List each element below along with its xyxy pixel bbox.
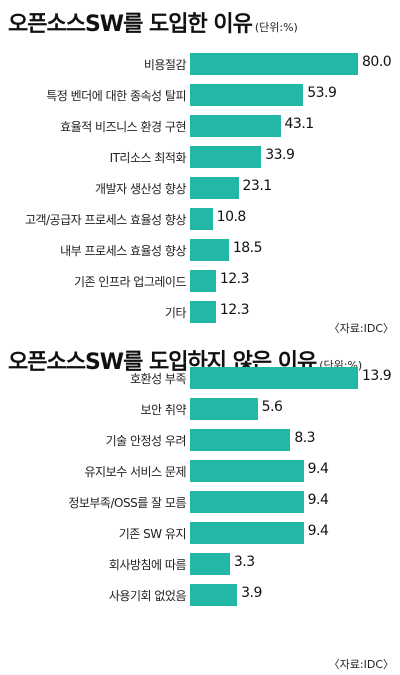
bar-row: 호환성 부족 13.9 — [0, 366, 400, 390]
unit-label: (단위:%) — [254, 21, 298, 34]
category-label: 개발자 생산성 향상 — [95, 182, 186, 196]
value-label: 33.9 — [265, 147, 295, 163]
bar-row: 기존 SW 유지 9.4 — [0, 521, 400, 545]
value-label: 10.8 — [216, 209, 247, 225]
bar — [190, 177, 239, 199]
value-label: 9.4 — [307, 461, 329, 477]
bar-row: 기존 인프라 업그레이드 12.3 — [0, 269, 400, 293]
category-label: 정보부족/OSS를 잘 모름 — [68, 496, 186, 510]
bar-row: 내부 프로세스 효율성 향상 18.5 — [0, 238, 400, 262]
category-label: 효율적 비즈니스 환경 구현 — [60, 120, 186, 134]
bar — [190, 270, 216, 292]
bar-row: 효율적 비즈니스 환경 구현 43.1 — [0, 114, 400, 138]
category-label: 호환성 부족 — [129, 372, 187, 386]
bar — [190, 522, 304, 544]
value-label: 23.1 — [242, 178, 273, 194]
category-label: 회사방침에 따름 — [108, 558, 187, 572]
chart-title: 오픈소스SW를 도입한 이유 (단위:%) — [8, 6, 298, 38]
bar-row: 기타 12.3 — [0, 300, 400, 324]
bar-row: 비용절감 80.0 — [0, 52, 400, 76]
chart-panel-not-adopted: 오픈소스SW를 도입하지 않은 이유 (단위:%) 호환성 부족 13.9 보안 취약… — [0, 338, 400, 675]
bar — [190, 239, 229, 261]
category-label: 사용기회 없었음 — [108, 589, 187, 603]
source-label: 〈자료:IDC〉 — [328, 658, 394, 671]
category-label: 고객/공급자 프로세스 효율성 향상 — [24, 213, 187, 227]
value-label: 12.3 — [219, 271, 250, 287]
value-label: 18.5 — [232, 240, 263, 256]
value-label: 5.6 — [261, 399, 283, 415]
category-label: 비용절감 — [143, 58, 187, 72]
bar — [190, 491, 304, 513]
value-label: 9.4 — [307, 523, 329, 539]
category-label: 특정 벤더에 대한 종속성 탈피 — [46, 89, 186, 103]
category-label: 기타 — [164, 306, 187, 320]
category-label: 유지보수 서비스 문제 — [84, 465, 187, 479]
bar — [190, 53, 358, 75]
value-label: 13.9 — [362, 368, 392, 384]
bar — [190, 146, 262, 168]
bar-row: 고객/공급자 프로세스 효율성 향상 10.8 — [0, 207, 400, 231]
bar — [190, 208, 213, 230]
category-label: 기술 안정성 우려 — [105, 434, 187, 448]
category-label: 기존 SW 유지 — [118, 527, 187, 541]
bar — [190, 553, 230, 575]
bar — [190, 84, 304, 106]
value-label: 8.3 — [294, 430, 316, 446]
bar-row: 기술 안정성 우려 8.3 — [0, 428, 400, 452]
value-label: 43.1 — [284, 116, 315, 132]
source-label: 〈자료:IDC〉 — [328, 322, 394, 335]
bar — [190, 429, 291, 451]
bar-row: 유지보수 서비스 문제 9.4 — [0, 459, 400, 483]
category-label: 기존 인프라 업그레이드 — [73, 275, 187, 289]
category-label: 내부 프로세스 효율성 향상 — [60, 244, 186, 258]
bar — [190, 460, 304, 482]
bar — [190, 301, 216, 323]
bar — [190, 398, 258, 420]
value-label: 9.4 — [307, 492, 329, 508]
value-label: 12.3 — [219, 302, 250, 318]
bar-row: 특정 벤더에 대한 종속성 탈피 53.9 — [0, 83, 400, 107]
bar-row: 보안 취약 5.6 — [0, 397, 400, 421]
bar — [190, 115, 281, 137]
value-label: 3.3 — [233, 554, 255, 570]
value-label: 53.9 — [307, 85, 337, 101]
bar-row: 개발자 생산성 향상 23.1 — [0, 176, 400, 200]
value-label: 3.9 — [241, 585, 262, 601]
bar — [190, 367, 358, 389]
category-label: IT리소스 최적화 — [109, 151, 187, 165]
bar-row: 회사방침에 따름 3.3 — [0, 552, 400, 576]
bar-row: IT리소스 최적화 33.9 — [0, 145, 400, 169]
bar-row: 사용기회 없었음 3.9 — [0, 583, 400, 607]
value-label: 80.0 — [362, 54, 392, 70]
bar — [190, 584, 238, 606]
bar-row: 정보부족/OSS를 잘 모름 9.4 — [0, 490, 400, 514]
category-label: 보안 취약 — [140, 403, 187, 417]
chart-title-text: 오픈소스SW를 도입한 이유 — [8, 12, 253, 37]
chart-panel-adopted: 오픈소스SW를 도입한 이유 (단위:%) 비용절감 80.0 특정 벤더에 대한 종… — [0, 6, 400, 335]
